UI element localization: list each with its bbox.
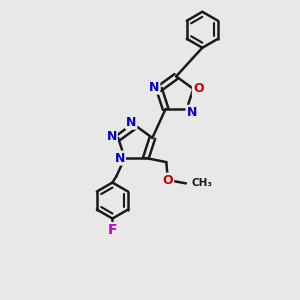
Text: F: F [108,223,117,237]
Text: O: O [193,82,203,95]
Text: N: N [187,106,197,119]
Text: N: N [149,81,159,94]
Text: CH₃: CH₃ [192,178,213,188]
Text: N: N [126,116,136,129]
Text: O: O [163,174,173,187]
Text: N: N [115,152,125,164]
Text: N: N [106,130,117,143]
